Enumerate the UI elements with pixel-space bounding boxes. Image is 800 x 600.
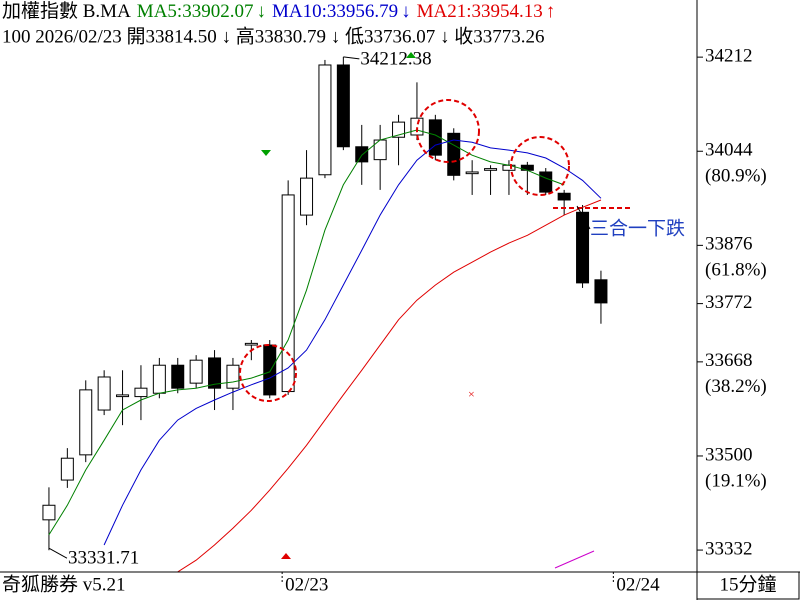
marker (261, 150, 271, 156)
header-line: 加權指數 B.MA MA5:33902.07 ↓ MA10:33956.79 ↓ MA21… (2, 0, 555, 22)
candle-body (42, 504, 56, 521)
marker (406, 52, 416, 58)
candle-body (79, 389, 93, 456)
title: 加權指數 B.MA (2, 0, 131, 22)
y-tick-label: 33876 (705, 234, 753, 255)
candle-body (244, 342, 258, 346)
y-tick-label: 34212 (705, 45, 753, 66)
y-tick-label: 33332 (705, 538, 753, 559)
info-line: 100 2026/02/23 開33814.50 ↓ 高33830.79 ↓ 低… (2, 25, 545, 47)
legend-entry: MA10:33956.79 (272, 1, 398, 22)
high-label: 34212.38 (360, 48, 431, 69)
candle-body (300, 177, 314, 216)
callout (343, 56, 360, 60)
marker (281, 553, 291, 559)
ma-line (177, 199, 602, 572)
fib-label: (61.8%) (705, 260, 767, 281)
ma-line (48, 129, 565, 536)
candle-body (576, 211, 590, 284)
marker-line (554, 550, 595, 569)
ma-line (103, 139, 602, 546)
candle-body (189, 359, 203, 384)
candle-body (116, 394, 130, 398)
candle-body (428, 119, 442, 156)
legend-arrow: ↓ (401, 1, 411, 22)
period-label: 15分鐘 (719, 573, 776, 595)
candle-body (281, 194, 295, 393)
candle-body (355, 146, 369, 163)
candle-body (539, 171, 553, 193)
y-tick-label: 33500 (705, 444, 753, 465)
x-tick-label: 02/24 (616, 574, 660, 595)
highlight-circle (239, 344, 297, 402)
candle-body (97, 376, 111, 411)
candle-body (171, 364, 185, 389)
candle-body (318, 64, 332, 176)
cross-marker: × (468, 387, 475, 401)
candle-body (60, 457, 74, 481)
candle-body (392, 121, 406, 138)
legend-entry: MA21:33954.13 (417, 1, 543, 22)
fib-label: (80.9%) (705, 166, 767, 187)
y-tick-label: 34044 (705, 140, 753, 161)
candle-body (465, 171, 479, 175)
low-label: 33331.71 (68, 548, 139, 569)
callout (48, 547, 68, 559)
candle-body (410, 117, 424, 136)
candle-body (263, 344, 277, 396)
period-box (696, 571, 800, 600)
ma-lines (48, 129, 602, 572)
legend-entry: MA5:33902.07 (137, 1, 254, 22)
highlight-circle (416, 99, 480, 163)
candle-body (134, 387, 148, 398)
fib-label: (19.1%) (705, 470, 767, 491)
y-tick-label: 33772 (705, 292, 753, 313)
candle-body (557, 192, 571, 201)
candle-body (336, 64, 350, 148)
x-tick-label: 02/23 (285, 574, 328, 595)
candle-body (484, 168, 498, 171)
legend-arrow: ↓ (256, 1, 266, 22)
highlight-circle (510, 136, 570, 196)
fib-label: (38.2%) (705, 376, 767, 397)
note-pointer (576, 205, 591, 230)
candle-body (208, 357, 222, 389)
footer-label: 奇狐勝券 v5.21 (2, 573, 126, 595)
annotation: 三合一下跌 (590, 217, 685, 239)
candle-body (594, 279, 608, 304)
legend-arrow: ↑ (546, 1, 556, 22)
y-tick-label: 33668 (705, 350, 753, 371)
candle-body (152, 364, 166, 394)
candle-body (226, 364, 240, 389)
